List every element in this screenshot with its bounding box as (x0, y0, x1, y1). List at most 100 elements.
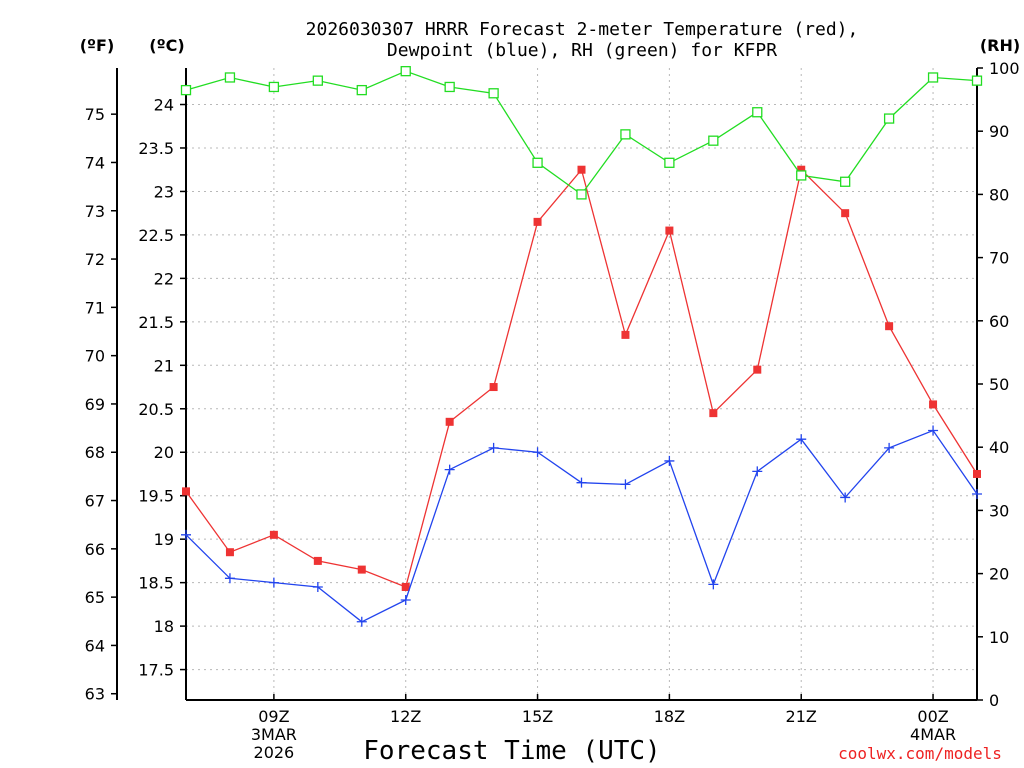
dewpoint-line (185, 429, 978, 623)
fahrenheit-tick-label-64: 64 (85, 636, 105, 655)
time-tick-label-14-0: 21Z (786, 707, 817, 726)
rh-point-15 (840, 176, 851, 187)
celsius-tick-label-21.5: 21.5 (138, 313, 174, 332)
rh-point-10 (620, 129, 631, 140)
rh-series (180, 66, 983, 200)
rh-tick-label-90: 90 (989, 122, 1009, 141)
rh-tick-label-70: 70 (989, 249, 1009, 268)
dewpoint-point-16 (884, 442, 895, 453)
rh-point-6 (444, 81, 455, 93)
rh-point-5 (400, 66, 411, 77)
time-tick-label-8-0: 15Z (522, 707, 553, 726)
time-tick-label-11-0: 18Z (654, 707, 685, 726)
celsius-tick-label-20.5: 20.5 (138, 400, 174, 419)
rh-point-0 (180, 84, 192, 96)
dewpoint-point-15 (840, 492, 851, 503)
celsius-tick-label-19: 19 (154, 530, 174, 549)
temperature-point-17 (929, 400, 938, 409)
rh-point-9 (576, 189, 587, 200)
rh-tick-label-30: 30 (989, 501, 1009, 520)
chart-title-line-2: Dewpoint (blue), RH (green) for KFPR (387, 40, 777, 61)
rh-point-3 (312, 75, 323, 86)
rh-tick-label-50: 50 (989, 375, 1009, 394)
celsius-tick-label-17.5: 17.5 (138, 661, 174, 680)
rh-point-16 (883, 113, 895, 124)
dewpoint-point-11 (664, 455, 675, 466)
temperature-point-10 (621, 330, 630, 339)
time-tick-label-5-0: 12Z (390, 707, 421, 726)
fahrenheit-tick-label-72: 72 (85, 250, 105, 269)
celsius-tick-label-18.5: 18.5 (138, 574, 174, 593)
rh-unit-label: (RH) (980, 36, 1020, 55)
rh-point-8 (532, 157, 543, 168)
dewpoint-point-10 (620, 479, 631, 490)
rh-point-17 (927, 72, 939, 83)
temperature-point-16 (885, 322, 894, 331)
temperature-point-13 (753, 365, 762, 374)
temperature-point-2 (269, 530, 278, 539)
celsius-tick-label-23: 23 (154, 182, 174, 201)
fahrenheit-tick-label-75: 75 (85, 105, 105, 124)
dewpoint-point-14 (796, 434, 807, 445)
axis-ticks: 17.5 18 18.5 19 19.5 20 20.5 21 21.5 22 22.5 23 23.5… (85, 59, 1020, 762)
temperature-point-8 (533, 217, 542, 226)
celsius-tick-label-19.5: 19.5 (138, 487, 174, 506)
fahrenheit-tick-label-71: 71 (85, 298, 105, 317)
rh-point-18 (971, 75, 983, 86)
temperature-point-5 (401, 582, 410, 591)
dewpoint-point-6 (444, 464, 455, 475)
temperature-point-14 (797, 165, 806, 174)
fahrenheit-tick-label-68: 68 (85, 443, 105, 462)
rh-point-13 (752, 107, 763, 118)
source-credit: coolwx.com/models (838, 744, 1002, 763)
fahrenheit-tick-label-70: 70 (85, 347, 105, 366)
chart-title-line-1: 2026030307 HRRR Forecast 2-meter Tempera… (306, 19, 859, 40)
temperature-point-0 (182, 487, 190, 496)
time-tick-label-17-1: 4MAR (910, 725, 956, 744)
rh-tick-label-20: 20 (989, 565, 1009, 584)
dewpoint-series (181, 425, 982, 627)
temperature-point-12 (709, 409, 718, 418)
temperature-point-11 (665, 226, 674, 235)
dewpoint-point-2 (268, 577, 279, 588)
rh-line (185, 70, 978, 196)
rh-point-14 (796, 170, 807, 181)
dewpoint-point-17 (928, 425, 939, 436)
dewpoint-point-1 (224, 573, 235, 584)
celsius-tick-label-22.5: 22.5 (138, 226, 174, 245)
rh-tick-label-40: 40 (989, 438, 1009, 457)
dewpoint-point-13 (752, 466, 763, 477)
dewpoint-point-5 (400, 595, 411, 606)
temperature-point-9 (577, 165, 586, 174)
rh-tick-label-10: 10 (989, 628, 1009, 647)
celsius-tick-label-22: 22 (154, 269, 174, 288)
rh-tick-label-100: 100 (989, 59, 1020, 78)
celsius-tick-label-18: 18 (154, 617, 174, 636)
dewpoint-point-18 (972, 488, 982, 499)
x-axis-label: Forecast Time (UTC) (363, 736, 660, 766)
dewpoint-point-9 (576, 477, 587, 488)
dewpoint-point-3 (312, 581, 323, 592)
fahrenheit-tick-label-73: 73 (85, 202, 105, 221)
celsius-tick-label-20: 20 (154, 443, 174, 462)
temperature-point-6 (445, 417, 454, 426)
fahrenheit-tick-label-69: 69 (85, 395, 105, 414)
temperature-point-4 (357, 565, 366, 574)
celsius-tick-label-21: 21 (154, 356, 174, 375)
temperature-series (182, 165, 981, 591)
rh-point-7 (488, 88, 499, 99)
dewpoint-point-0 (181, 529, 191, 540)
celsius-tick-label-23.5: 23.5 (138, 139, 174, 158)
rh-point-11 (664, 157, 675, 168)
time-tick-label-2-1: 3MAR (251, 725, 297, 744)
data-series (180, 66, 983, 627)
temperature-line (185, 168, 978, 588)
fahrenheit-tick-label-65: 65 (85, 588, 105, 607)
celsius-tick-label-24: 24 (154, 96, 174, 115)
temperature-point-15 (841, 209, 850, 218)
time-tick-label-2-0: 09Z (258, 707, 289, 726)
fahrenheit-unit-label: (ºF) (80, 36, 115, 55)
axes (116, 68, 978, 701)
rh-tick-label-0: 0 (989, 691, 999, 710)
